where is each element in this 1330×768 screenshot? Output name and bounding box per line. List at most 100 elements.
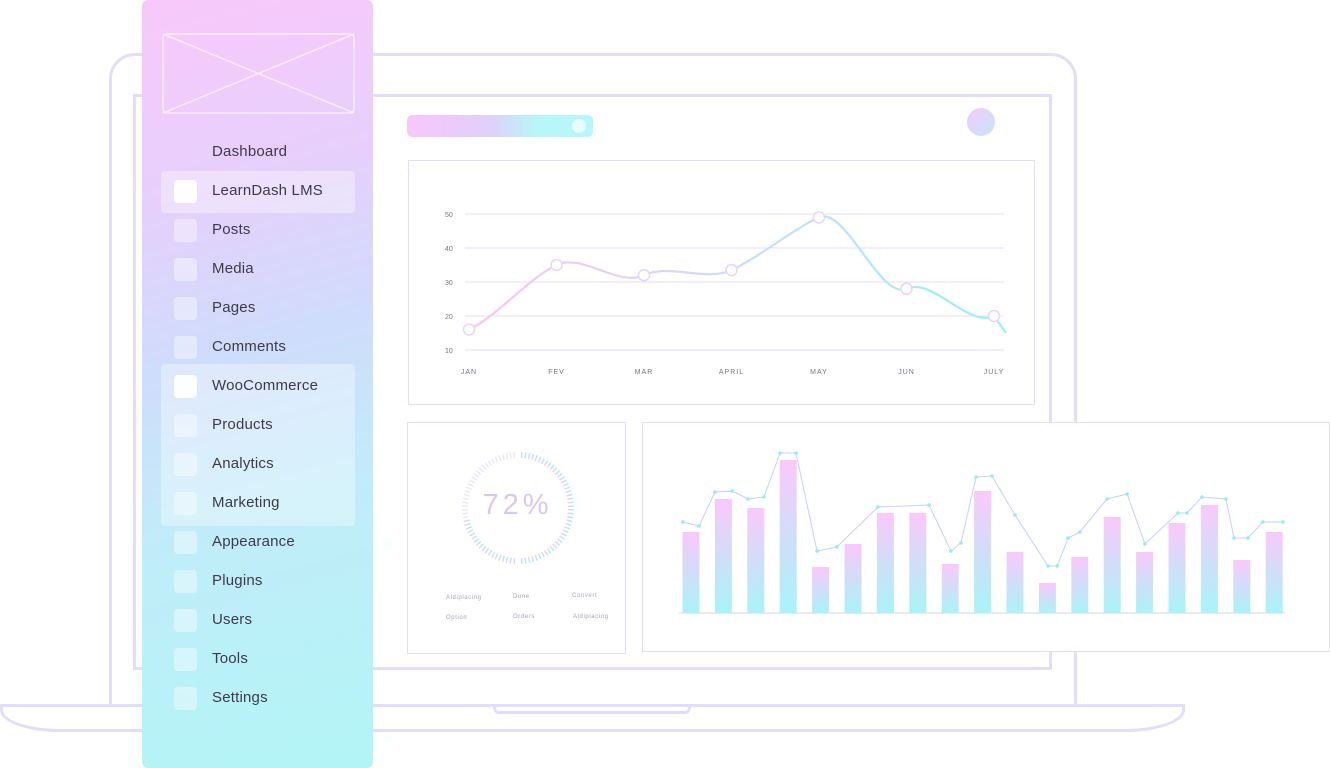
x-tick-label: MAR	[635, 369, 654, 376]
trend-point	[959, 541, 963, 545]
gauge-tick	[567, 512, 574, 515]
gauge-tick	[463, 493, 470, 497]
checkbox[interactable]	[174, 648, 197, 671]
logo-placeholder-icon	[162, 33, 355, 114]
checkbox[interactable]	[174, 531, 197, 554]
bar-chart-panel	[642, 422, 1330, 652]
bar	[974, 491, 992, 613]
trend-point	[1200, 495, 1204, 499]
sidebar-item-plugins[interactable]: Plugins	[142, 561, 373, 600]
gauge-tick	[560, 479, 567, 484]
gauge-tick	[475, 540, 482, 546]
sidebar-item-label: Settings	[212, 689, 268, 706]
gauge-tick	[491, 458, 496, 465]
checkbox[interactable]	[174, 570, 197, 593]
trend-point	[794, 451, 798, 455]
trend-point	[1078, 530, 1082, 534]
bar	[941, 564, 959, 613]
gauge-tick	[467, 529, 474, 534]
trend-point	[730, 489, 734, 493]
gauge-tick	[481, 545, 487, 552]
checkbox[interactable]	[174, 258, 197, 281]
y-tick-label: 20	[445, 314, 453, 321]
sidebar-item-label: Analytics	[212, 455, 274, 472]
gauge-tick	[471, 476, 477, 481]
gauge-tick	[505, 556, 509, 563]
gauge-tick	[473, 538, 480, 544]
donut-value: 72%	[482, 489, 553, 521]
checkbox[interactable]	[174, 414, 197, 437]
bar	[714, 499, 732, 613]
checkbox[interactable]	[174, 297, 197, 320]
gauge-tick	[562, 529, 569, 534]
sidebar-item-products[interactable]: Products	[142, 405, 373, 444]
sidebar-item-posts[interactable]: Posts	[142, 210, 373, 249]
legend-label: Aldiplacing	[573, 614, 609, 620]
gauge-tick	[564, 486, 571, 490]
search-bar[interactable]	[407, 115, 593, 137]
bar	[779, 460, 797, 613]
gauge-tick	[469, 479, 476, 484]
trend-line	[682, 452, 1283, 567]
checkbox[interactable]	[174, 375, 197, 398]
checkbox[interactable]	[174, 453, 197, 476]
gauge-tick	[556, 538, 563, 544]
trend-point	[1066, 536, 1070, 540]
gauge-tick	[462, 512, 469, 515]
checkbox[interactable]	[174, 687, 197, 710]
gauge-tick	[552, 467, 558, 473]
legend-label: Aldiplacing	[446, 595, 482, 601]
sidebar-item-tools[interactable]: Tools	[142, 639, 373, 678]
sidebar-item-appearance[interactable]: Appearance	[142, 522, 373, 561]
bar	[844, 544, 862, 613]
trend-point	[990, 474, 994, 478]
gauge-tick	[534, 455, 538, 462]
bar	[1038, 583, 1056, 613]
sidebar-item-label: Appearance	[212, 533, 295, 550]
trend-point	[1046, 564, 1050, 568]
sidebar-item-media[interactable]: Media	[142, 249, 373, 288]
gauge-tick	[491, 551, 496, 558]
checkbox[interactable]	[174, 609, 197, 632]
sidebar-item-label: Media	[212, 260, 254, 277]
bar	[747, 508, 765, 613]
sidebar-item-woocommerce[interactable]: WooCommerce	[142, 366, 373, 405]
sidebar-item-label: Pages	[212, 299, 256, 316]
avatar[interactable]	[967, 108, 995, 136]
sidebar-item-settings[interactable]: Settings	[142, 678, 373, 717]
trend-point	[974, 475, 978, 479]
gauge-tick	[462, 497, 469, 501]
sidebar-item-dashboard[interactable]: Dashboard	[142, 132, 373, 171]
sidebar-item-learndash-lms[interactable]: LearnDash LMS	[142, 171, 373, 210]
gauge-tick	[537, 553, 542, 560]
trend-point	[746, 497, 750, 501]
checkbox[interactable]	[174, 492, 197, 515]
trend-point	[815, 549, 819, 553]
donut-gauge	[462, 452, 574, 564]
sidebar-item-marketing[interactable]: Marketing	[142, 483, 373, 522]
gauge-tick	[565, 490, 572, 494]
trend-point	[697, 524, 701, 528]
y-tick-label: 30	[445, 280, 453, 287]
sidebar-item-comments[interactable]: Comments	[142, 327, 373, 366]
gauge-tick	[484, 462, 490, 468]
checkbox[interactable]	[174, 336, 197, 359]
x-tick-label: FEV	[548, 369, 565, 376]
trend-point	[1176, 511, 1180, 515]
data-point	[462, 323, 476, 336]
gauge-tick	[463, 519, 470, 523]
sidebar-item-pages[interactable]: Pages	[142, 288, 373, 327]
x-tick-label: JULY	[984, 369, 1005, 376]
trend-point	[778, 451, 782, 455]
data-point	[637, 268, 651, 282]
checkbox[interactable]	[174, 219, 197, 242]
sidebar-item-users[interactable]: Users	[142, 600, 373, 639]
trend-point	[835, 545, 839, 549]
sidebar-item-analytics[interactable]: Analytics	[142, 444, 373, 483]
bar	[876, 513, 894, 613]
gauge-tick	[566, 493, 573, 497]
bar	[1265, 532, 1283, 613]
gauge-tick	[464, 522, 471, 526]
checkbox[interactable]	[174, 180, 197, 203]
x-tick-label: JUN	[898, 369, 915, 376]
